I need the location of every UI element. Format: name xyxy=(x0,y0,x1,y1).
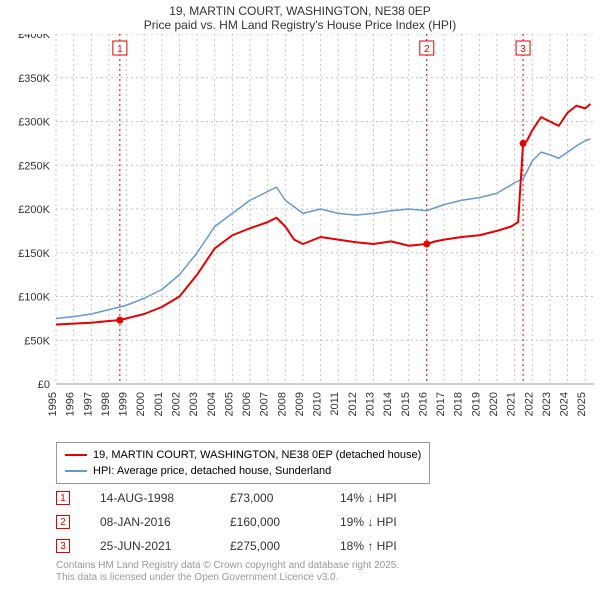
svg-text:2010: 2010 xyxy=(312,392,324,416)
svg-text:2000: 2000 xyxy=(135,392,147,416)
svg-text:£200K: £200K xyxy=(18,204,50,216)
marker-date: 25-JUN-2021 xyxy=(100,539,200,553)
svg-text:2020: 2020 xyxy=(488,392,500,416)
svg-text:2019: 2019 xyxy=(470,392,482,416)
marker-number-box: 1 xyxy=(56,491,70,505)
svg-text:£100K: £100K xyxy=(18,292,50,304)
marker-row: 1 14-AUG-1998 £73,000 14% ↓ HPI xyxy=(56,486,420,510)
svg-text:2006: 2006 xyxy=(241,392,253,416)
svg-text:2004: 2004 xyxy=(206,392,218,416)
svg-text:2005: 2005 xyxy=(223,392,235,416)
footer-line1: Contains HM Land Registry data © Crown c… xyxy=(56,560,399,572)
marker-diff: 18% ↑ HPI xyxy=(340,539,420,553)
svg-text:£350K: £350K xyxy=(18,73,50,85)
svg-text:1996: 1996 xyxy=(65,392,77,416)
legend: 19, MARTIN COURT, WASHINGTON, NE38 0EP (… xyxy=(56,442,430,484)
title-line1: 19, MARTIN COURT, WASHINGTON, NE38 0EP xyxy=(0,4,600,18)
svg-text:2013: 2013 xyxy=(365,392,377,416)
svg-text:2014: 2014 xyxy=(382,392,394,416)
markers-table: 1 14-AUG-1998 £73,000 14% ↓ HPI 2 08-JAN-2016… xyxy=(56,486,420,558)
svg-text:£400K: £400K xyxy=(18,34,50,41)
marker-number-box: 3 xyxy=(56,539,70,553)
svg-text:2012: 2012 xyxy=(347,392,359,416)
marker-price: £275,000 xyxy=(230,539,310,553)
svg-text:£300K: £300K xyxy=(18,117,50,129)
marker-date: 14-AUG-1998 xyxy=(100,491,200,505)
svg-text:2022: 2022 xyxy=(523,392,535,416)
chart-area: £0 £50K £100K £150K £200K £250K £300K £350K £400… xyxy=(0,34,600,434)
svg-text:2016: 2016 xyxy=(417,392,429,416)
marker-number-box: 2 xyxy=(56,515,70,529)
svg-text:2008: 2008 xyxy=(276,392,288,416)
legend-label: HPI: Average price, detached house, Sund… xyxy=(93,463,331,479)
footer-line2: This data is licensed under the Open Gov… xyxy=(56,572,399,584)
chart-container: 19, MARTIN COURT, WASHINGTON, NE38 0EP P… xyxy=(0,0,600,590)
marker-date: 08-JAN-2016 xyxy=(100,515,200,529)
chart-svg: £0 £50K £100K £150K £200K £250K £300K £350K £400… xyxy=(0,34,600,434)
svg-text:2023: 2023 xyxy=(541,392,553,416)
svg-text:2024: 2024 xyxy=(559,392,571,416)
footer: Contains HM Land Registry data © Crown c… xyxy=(56,560,399,584)
svg-text:1: 1 xyxy=(117,44,123,55)
svg-text:1997: 1997 xyxy=(82,392,94,416)
svg-text:2001: 2001 xyxy=(153,392,165,416)
legend-row: HPI: Average price, detached house, Sund… xyxy=(65,463,421,479)
svg-text:£0: £0 xyxy=(38,379,50,391)
marker-diff: 14% ↓ HPI xyxy=(340,491,420,505)
legend-swatch xyxy=(65,454,87,456)
marker-price: £160,000 xyxy=(230,515,310,529)
svg-text:1999: 1999 xyxy=(118,392,130,416)
svg-text:£150K: £150K xyxy=(18,248,50,260)
svg-text:2011: 2011 xyxy=(329,392,341,416)
svg-text:2003: 2003 xyxy=(188,392,200,416)
svg-text:£50K: £50K xyxy=(24,335,50,347)
svg-text:2018: 2018 xyxy=(453,392,465,416)
marker-row: 3 25-JUN-2021 £275,000 18% ↑ HPI xyxy=(56,534,420,558)
svg-text:1995: 1995 xyxy=(47,392,59,416)
marker-price: £73,000 xyxy=(230,491,310,505)
legend-label: 19, MARTIN COURT, WASHINGTON, NE38 0EP (… xyxy=(93,447,421,463)
svg-text:3: 3 xyxy=(520,44,526,55)
svg-text:2002: 2002 xyxy=(170,392,182,416)
svg-text:1998: 1998 xyxy=(100,392,112,416)
legend-swatch xyxy=(65,470,87,472)
svg-text:£250K: £250K xyxy=(18,160,50,172)
svg-text:2: 2 xyxy=(424,44,430,55)
svg-text:2025: 2025 xyxy=(576,392,588,416)
legend-row: 19, MARTIN COURT, WASHINGTON, NE38 0EP (… xyxy=(65,447,421,463)
title-block: 19, MARTIN COURT, WASHINGTON, NE38 0EP P… xyxy=(0,0,600,34)
marker-diff: 19% ↓ HPI xyxy=(340,515,420,529)
marker-row: 2 08-JAN-2016 £160,000 19% ↓ HPI xyxy=(56,510,420,534)
svg-text:2015: 2015 xyxy=(400,392,412,416)
svg-text:2021: 2021 xyxy=(506,392,518,416)
svg-text:2017: 2017 xyxy=(435,392,447,416)
svg-text:2009: 2009 xyxy=(294,392,306,416)
title-line2: Price paid vs. HM Land Registry's House … xyxy=(0,18,600,32)
svg-text:2007: 2007 xyxy=(259,392,271,416)
